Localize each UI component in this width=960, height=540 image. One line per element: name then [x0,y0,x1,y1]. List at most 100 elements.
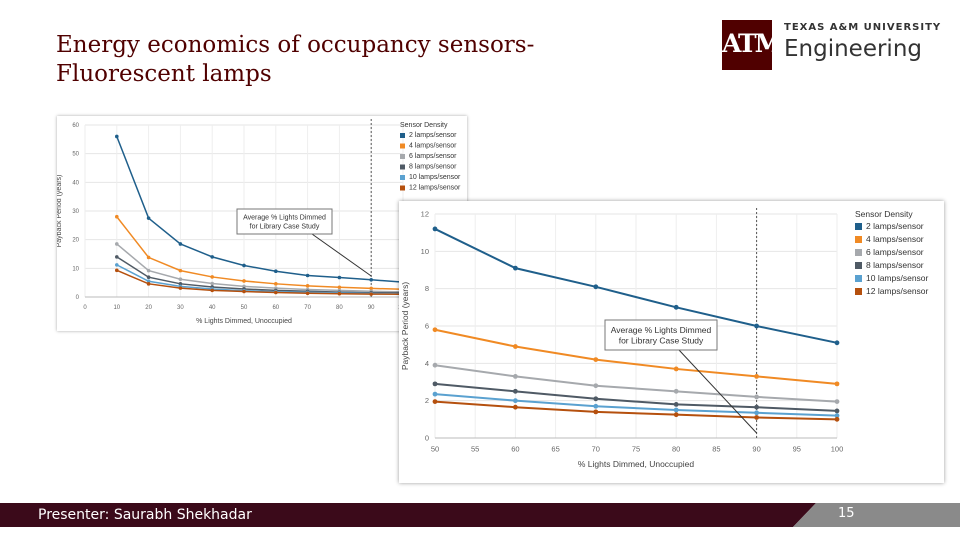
c1-data-point [146,282,151,286]
c2-legend-title: Sensor Density [855,209,913,219]
c1-x-tick-label: 30 [177,305,184,311]
c2-data-point [432,391,438,397]
c1-data-point [369,278,374,282]
c2-data-point [673,412,679,418]
c1-x-tick-label: 50 [241,305,248,311]
c1-data-point [369,292,374,296]
c1-annotation-text: Average % Lights Dimmed [243,215,326,222]
c2-y-tick-label: 2 [425,396,429,405]
c2-annotation-text: for Library Case Study [619,336,704,346]
c2-x-tick-label: 55 [471,445,479,454]
c2-data-point [513,265,518,271]
c2-data-point [754,404,759,410]
c1-legend-swatch [400,133,405,138]
c1-data-point [305,291,310,296]
c2-data-point [673,366,679,372]
c1-y-tick-label: 60 [72,123,79,129]
c2-data-point [673,388,679,394]
c1-y-tick-label: 40 [72,180,79,186]
c2-data-point [754,415,759,420]
c1-data-point [274,282,278,286]
c1-y-axis-label: Payback Period (years) [57,175,63,248]
c1-legend-swatch [400,143,405,149]
c2-data-point [593,409,599,415]
logo-department-name: Engineering [784,36,922,62]
c2-series-line-6 [434,400,838,421]
c2-data-point [754,410,759,416]
c2-data-point [432,381,438,387]
c1-data-point [305,284,310,288]
c1-x-tick-label: 80 [336,305,343,311]
footer-band [0,503,960,527]
c2-legend-label: 2 lamps/sensor [866,221,924,231]
c1-data-point [178,286,183,290]
c1-series-line-3 [116,243,404,293]
c2-legend-label: 10 lamps/sensor [866,273,929,283]
c1-x-tick-label: 60 [272,305,279,311]
c1-x-tick-label: 0 [83,305,87,311]
c1-data-point [178,282,183,286]
c2-data-point [432,399,438,404]
c2-legend-swatch [855,262,862,269]
c2-data-point [834,340,840,346]
c1-legend-swatch [400,164,405,170]
c2-legend-swatch [855,275,862,282]
c2-series-line-1 [434,228,838,344]
c2-x-tick-label: 80 [672,445,680,454]
c2-y-tick-label: 0 [425,434,429,443]
slide-title-line1: Energy economics of occupancy sensors- [56,32,535,58]
c1-data-point [337,275,342,280]
c2-data-point [673,407,679,413]
c2-data-point [593,357,599,362]
chart-payback-full-range-svg: 01020304050600102030405060708090100% Lig… [57,119,461,325]
c2-data-point [673,304,679,310]
c1-legend-label: 10 lamps/sensor [409,174,461,181]
c2-y-tick-label: 12 [421,210,429,219]
c2-x-tick-label: 65 [551,445,559,454]
c1-series-line-4 [116,256,404,294]
c1-y-tick-label: 20 [72,238,79,244]
c1-data-point [242,263,246,268]
c1-series-line-6 [116,269,404,296]
c1-data-point [146,255,151,260]
c2-data-point [513,398,518,404]
c1-data-point [178,277,183,282]
c2-annotation-text: Average % Lights Dimmed [611,325,712,335]
c1-data-point [178,242,183,246]
c1-data-point [146,279,151,284]
c2-data-point [593,403,599,409]
c1-data-point [146,275,151,280]
c2-legend-label: 4 lamps/sensor [866,234,924,244]
c1-legend-label: 12 lamps/sensor [409,185,461,192]
c2-series-line-3 [434,364,838,403]
c2-series-line-2 [434,328,838,385]
c2-x-tick-label: 70 [592,445,600,454]
c1-annotation-box [236,208,333,235]
c2-x-axis-label: % Lights Dimmed, Unoccupied [578,459,694,469]
c2-annotation-arrow [678,349,757,434]
c2-annotation-box [604,319,718,351]
c2-y-tick-label: 4 [425,359,429,368]
c2-legend-label: 8 lamps/sensor [866,260,924,270]
c2-data-point [513,374,518,379]
c2-data-point [593,396,599,402]
c1-legend-label: 4 lamps/sensor [409,143,457,150]
c1-x-axis-label: % Lights Dimmed, Unoccupied [196,318,292,325]
c2-data-point [432,327,438,333]
c2-x-tick-label: 95 [793,445,801,454]
c2-data-point [673,402,679,407]
c1-x-tick-label: 90 [368,305,375,311]
c2-data-point [754,323,759,329]
c2-x-tick-label: 50 [431,445,439,454]
c2-y-tick-label: 8 [425,284,429,293]
c2-data-point [834,399,840,404]
c1-legend-swatch [400,175,405,180]
chart-payback-full-range: 01020304050600102030405060708090100% Lig… [57,116,467,331]
c2-data-point [834,408,840,414]
c2-data-point [513,344,518,349]
c1-legend-swatch [400,185,405,191]
c1-data-point [242,284,246,289]
c1-legend-label: 6 lamps/sensor [409,153,457,160]
slide-title: Energy economics of occupancy sensors- F… [56,31,534,89]
c2-data-point [754,394,759,400]
